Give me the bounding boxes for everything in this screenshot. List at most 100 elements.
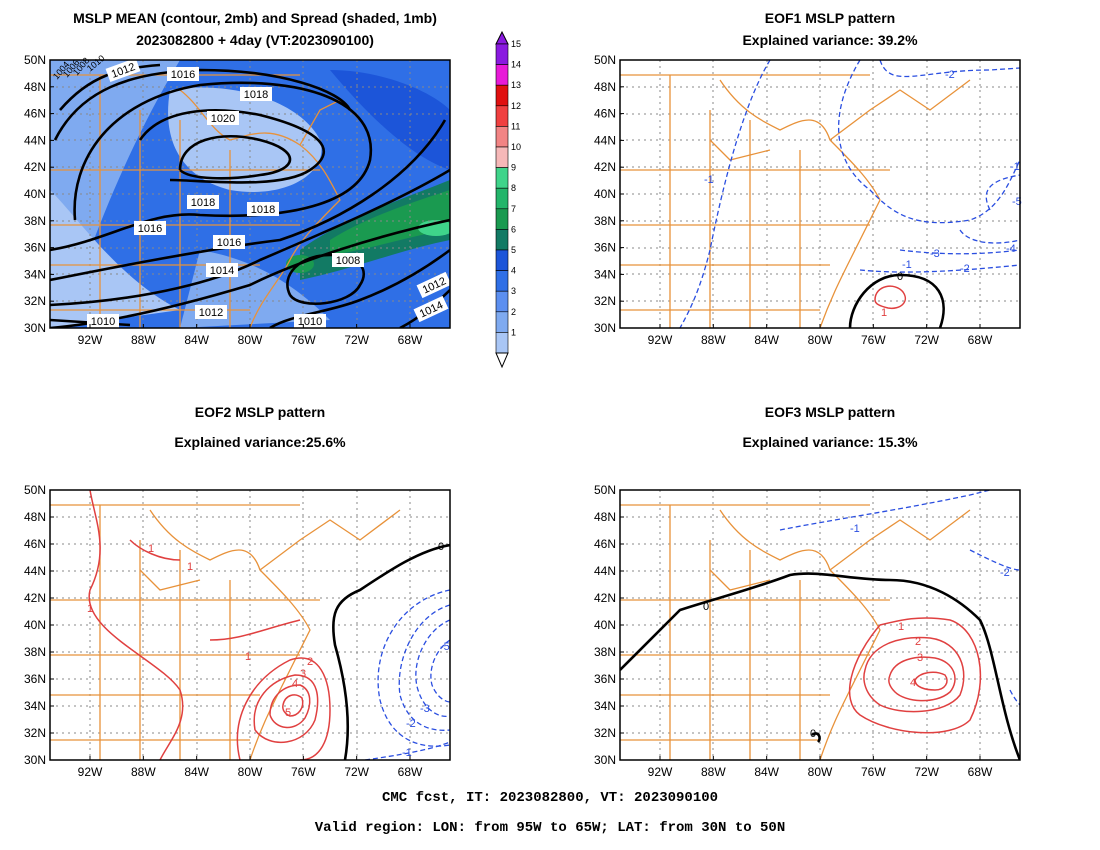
lat-tick-label: 40N bbox=[24, 187, 46, 201]
colorbar-label: 5 bbox=[511, 245, 516, 255]
lat-tick-label: 30N bbox=[24, 753, 46, 767]
lat-tick-label: 42N bbox=[594, 591, 616, 605]
eof2-negative-contours bbox=[364, 589, 450, 760]
panel2-title: EOF1 MSLP pattern Explained variance: 39… bbox=[620, 10, 1040, 48]
lat-tick-label: 32N bbox=[594, 294, 616, 308]
axis-labels: 50N 48N 46N 44N 42N 40N 38N 36N 34N 32N 30N 92W 88W 8… bbox=[24, 53, 423, 347]
contour-label: -1 bbox=[850, 523, 860, 535]
colorbar-segment bbox=[495, 43, 509, 65]
eof1-negative-contours bbox=[679, 60, 1020, 328]
contour-label: 1 bbox=[245, 651, 251, 663]
eof1-positive-contours bbox=[874, 285, 907, 310]
axis-labels: 50N 48N 46N 44N 42N 40N 38N 36N 34N 32N 30N 92W 88W 8… bbox=[24, 483, 423, 779]
contour-label: 1 bbox=[87, 603, 93, 615]
lon-tick-label: 68W bbox=[968, 333, 993, 347]
colorbar-segment bbox=[495, 270, 509, 292]
colorbar-label: 12 bbox=[511, 101, 521, 111]
panel4-title: EOF3 MSLP pattern Explained variance: 15… bbox=[620, 404, 1040, 450]
colorbar-label: 7 bbox=[511, 204, 516, 214]
lon-tick-label: 68W bbox=[398, 765, 423, 779]
lat-tick-label: 44N bbox=[24, 564, 46, 578]
lat-tick-label: 36N bbox=[24, 241, 46, 255]
lon-tick-label: 84W bbox=[184, 765, 209, 779]
lat-tick-label: 50N bbox=[24, 53, 46, 67]
lat-tick-label: 30N bbox=[24, 321, 46, 335]
lon-tick-label: 80W bbox=[808, 765, 833, 779]
axis-labels: 50N 48N 46N 44N 42N 40N 38N 36N 34N 32N 30N 92W 88W 8… bbox=[594, 483, 993, 779]
lon-tick-label: 72W bbox=[344, 333, 369, 347]
contour-label: 1008 bbox=[336, 255, 360, 267]
panel2-title-line1: EOF1 MSLP pattern bbox=[764, 10, 896, 26]
contour-label: 5 bbox=[285, 707, 291, 719]
panel1-map: 1016 1012 1018 1020 1018 1018 1016 1016 … bbox=[24, 53, 452, 347]
lat-tick-label: 34N bbox=[594, 699, 616, 713]
lat-tick-label: 46N bbox=[594, 107, 616, 121]
lat-tick-label: 50N bbox=[24, 483, 46, 497]
panel3-title-line2: Explained variance:25.6% bbox=[174, 434, 346, 450]
lon-tick-label: 88W bbox=[701, 765, 726, 779]
lat-tick-label: 38N bbox=[24, 214, 46, 228]
eof2-positive-contours bbox=[88, 490, 331, 760]
lat-tick-label: 42N bbox=[24, 160, 46, 174]
eof2-zero-contour bbox=[331, 543, 450, 760]
colorbar-segment bbox=[495, 187, 509, 210]
contour-label: 1016 bbox=[217, 237, 241, 249]
colorbar-label: 2 bbox=[511, 307, 516, 317]
colorbar-label: 3 bbox=[511, 286, 516, 296]
lon-tick-label: 88W bbox=[131, 333, 156, 347]
contour-label: -2 bbox=[1000, 567, 1010, 579]
lat-tick-label: 42N bbox=[594, 160, 616, 174]
panel1-title-line1: MSLP MEAN (contour, 2mb) and Spread (sha… bbox=[73, 10, 437, 26]
contour-label: -2 bbox=[406, 718, 416, 730]
colorbar-label: 14 bbox=[511, 60, 521, 70]
panel3-map: 0 1 1 1 1 2 3 4 5 -5 -3 -2 -1 50N 48N 46N 4… bbox=[24, 483, 451, 779]
lat-tick-label: 34N bbox=[24, 267, 46, 281]
colorbar-label: 15 bbox=[511, 39, 521, 49]
contour-label: 1010 bbox=[91, 316, 115, 328]
colorbar-segment bbox=[495, 208, 509, 230]
colorbar-label: 6 bbox=[511, 224, 516, 234]
contour-label: 1016 bbox=[138, 223, 162, 235]
panel3-title: EOF2 MSLP pattern Explained variance:25.… bbox=[50, 404, 470, 450]
panel2-title-line2: Explained variance: 39.2% bbox=[742, 32, 918, 48]
contour-label: 1 bbox=[881, 307, 887, 319]
panel1-title-line2: 2023082800 + 4day (VT:2023090100) bbox=[136, 32, 374, 48]
contour-label: -2 bbox=[945, 69, 955, 81]
eof3-zero-contour bbox=[620, 572, 1020, 760]
colorbar-segment bbox=[495, 332, 509, 354]
lat-tick-label: 32N bbox=[24, 294, 46, 308]
contour-label: -1 bbox=[402, 747, 412, 759]
contour-label: 1 bbox=[898, 621, 904, 633]
contour-label: 2 bbox=[915, 636, 921, 648]
contour-label: -5 bbox=[440, 641, 450, 653]
colorbar-label: 4 bbox=[511, 266, 516, 276]
contour-label: 4 bbox=[910, 677, 916, 689]
contour-label: 1018 bbox=[191, 197, 215, 209]
contour-label: 1012 bbox=[199, 307, 223, 319]
contour-label: -2 bbox=[960, 263, 970, 275]
axis-labels: 50N 48N 46N 44N 42N 40N 38N 36N 34N 32N 30N 92W 88W 8… bbox=[594, 53, 993, 347]
contour-label: 1020 bbox=[211, 113, 235, 125]
contour-label: -1 bbox=[1010, 161, 1020, 173]
lat-tick-label: 34N bbox=[24, 699, 46, 713]
lon-tick-label: 68W bbox=[968, 765, 993, 779]
contour-label: 1016 bbox=[171, 69, 195, 81]
contour-label: 0 bbox=[703, 601, 709, 613]
colorbar-segment bbox=[495, 249, 509, 271]
eof1-zero-contour bbox=[848, 273, 945, 328]
lat-tick-label: 38N bbox=[594, 645, 616, 659]
lat-tick-label: 48N bbox=[24, 80, 46, 94]
lat-tick-label: 30N bbox=[594, 321, 616, 335]
lat-tick-label: 34N bbox=[594, 267, 616, 281]
lat-tick-label: 30N bbox=[594, 753, 616, 767]
lat-tick-label: 40N bbox=[594, 187, 616, 201]
contour-label: 0 bbox=[438, 541, 444, 553]
lat-tick-label: 32N bbox=[594, 726, 616, 740]
colorbar-segment bbox=[495, 126, 509, 148]
lat-tick-label: 42N bbox=[24, 591, 46, 605]
lon-tick-label: 84W bbox=[184, 333, 209, 347]
footer-line1: CMC fcst, IT: 2023082800, VT: 2023090100 bbox=[381, 790, 719, 806]
lat-tick-label: 48N bbox=[24, 510, 46, 524]
eof3-positive-contours bbox=[848, 617, 982, 734]
contour-label: -5 bbox=[1012, 196, 1022, 208]
